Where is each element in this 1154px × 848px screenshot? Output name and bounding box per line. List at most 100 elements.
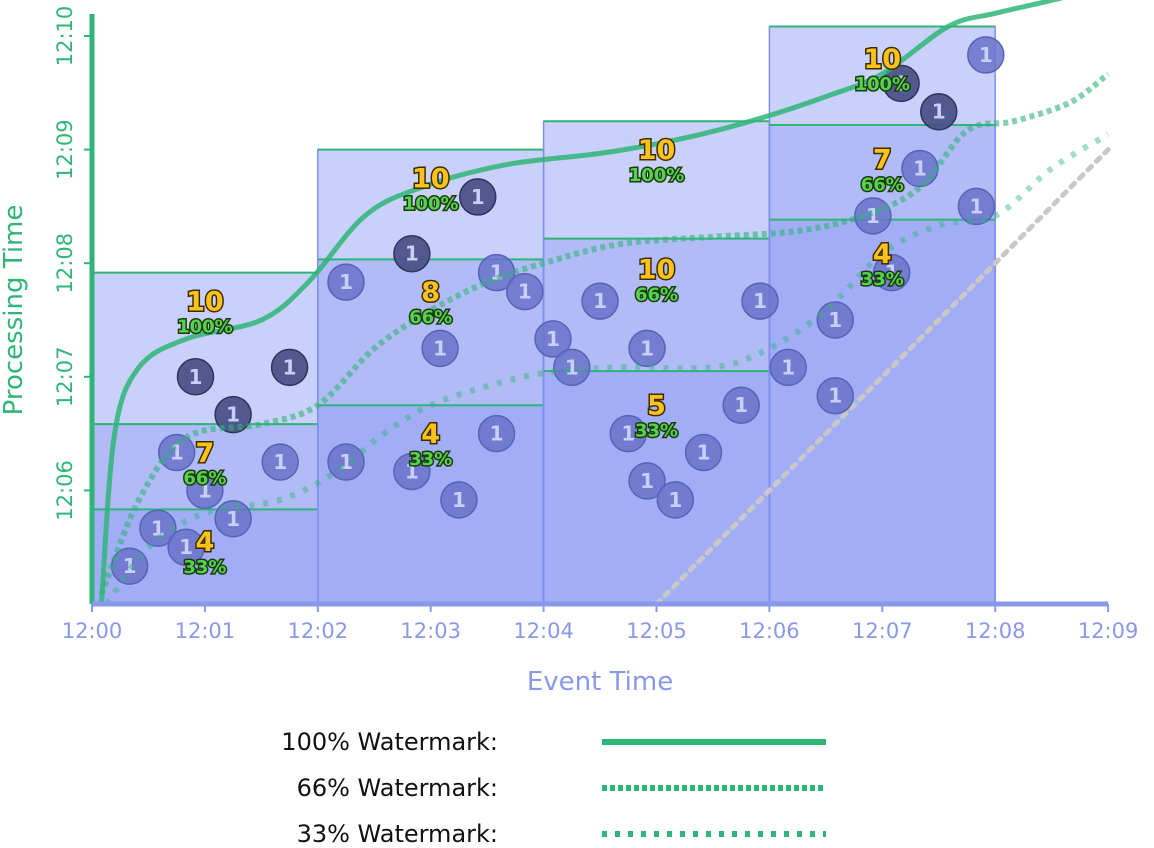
event-badge: 1 [628, 329, 666, 368]
pane-percent-label: 66% [635, 284, 678, 305]
event-value: 1 [189, 365, 203, 389]
y-tick-label: 12:09 [53, 119, 77, 180]
event-value: 1 [471, 185, 485, 209]
event-value: 1 [565, 355, 579, 379]
event-circle [722, 386, 760, 424]
event-circle [656, 481, 695, 519]
pane-percent-label: 100% [177, 317, 233, 338]
pane-percent-label: 33% [861, 269, 904, 290]
event-badge: 1 [393, 452, 431, 491]
event-badge: 1 [882, 64, 920, 103]
x-tick-label: 12:02 [288, 619, 349, 643]
pane-count-label: 10 [186, 287, 224, 318]
event-badge: 1 [214, 500, 252, 538]
y-tick-label: 12:08 [53, 233, 77, 294]
event-badge: 1 [477, 414, 516, 453]
event-value: 1 [668, 488, 682, 512]
watermark-curve-1 [98, 0, 1064, 605]
x-tick-label: 12:03 [400, 619, 461, 643]
event-value: 1 [734, 393, 748, 417]
pane-percent-label: 33% [409, 449, 452, 470]
event-circle [684, 433, 723, 472]
event-circle [628, 329, 666, 368]
legend-label: 33% Watermark: [297, 820, 498, 848]
event-circle [270, 348, 309, 387]
event-badge: 1 [458, 178, 497, 216]
pane-count-label: 10 [412, 163, 450, 194]
event-badge: 1 [553, 348, 591, 387]
event-badge: 1 [327, 263, 365, 301]
event-value: 1 [433, 336, 447, 360]
event-value: 1 [151, 516, 165, 540]
event-circle [609, 414, 648, 453]
event-circle [967, 36, 1005, 74]
event-badge: 1 [656, 481, 695, 519]
pane-count-label: 7 [196, 438, 215, 469]
event-circle [957, 187, 996, 226]
ideal-watermark-line [654, 147, 1111, 607]
event-value: 1 [339, 270, 353, 294]
event-circle [553, 348, 591, 387]
pane-percent-label: 100% [629, 165, 685, 186]
event-value: 1 [452, 488, 466, 512]
event-circle [872, 253, 911, 292]
event-value: 1 [969, 194, 983, 218]
watermark-curve-3 [104, 131, 1110, 606]
pane-window-4-level-1 [768, 25, 996, 605]
event-value: 1 [198, 478, 212, 502]
pane-percent-label: 100% [403, 193, 459, 214]
event-value: 1 [273, 450, 287, 474]
event-value: 1 [283, 355, 297, 379]
x-tick-label: 12:00 [62, 619, 123, 643]
event-badge: 1 [506, 272, 544, 311]
event-value: 1 [226, 403, 240, 427]
event-value: 1 [932, 100, 946, 124]
event-badge: 1 [176, 358, 215, 396]
pane-percent-label: 66% [409, 307, 452, 328]
event-circle [176, 358, 215, 396]
y-tick-label: 12:06 [53, 460, 77, 521]
event-badge: 1 [816, 301, 855, 339]
event-circle [816, 376, 855, 415]
event-value: 1 [640, 336, 654, 360]
legend-label: 66% Watermark: [297, 774, 498, 802]
y-tick-label: 12:10 [53, 6, 77, 67]
event-badge: 1 [139, 509, 177, 548]
event-circle [327, 263, 365, 301]
event-value: 1 [621, 422, 635, 446]
y-axis-title: Processing Time [0, 205, 29, 416]
event-value: 1 [894, 71, 908, 95]
pane-count-label: 8 [421, 277, 440, 308]
event-circle [440, 481, 478, 519]
pane-percent-label: 33% [183, 557, 226, 578]
event-badge: 1 [581, 282, 619, 320]
event-value: 1 [828, 308, 842, 332]
event-badge: 1 [534, 320, 572, 358]
event-circle [628, 462, 666, 500]
y-tick-label: 12:07 [53, 347, 77, 408]
pane-count-label: 10 [638, 135, 676, 166]
event-circle [186, 471, 224, 510]
event-circle [581, 282, 619, 320]
event-badge: 1 [901, 149, 939, 188]
event-circle [458, 178, 497, 216]
event-badge: 1 [967, 36, 1005, 74]
event-badge: 1 [440, 481, 478, 519]
event-value: 1 [593, 289, 607, 313]
legend-label: 100% Watermark: [281, 728, 498, 756]
event-value: 1 [781, 355, 795, 379]
event-circle [393, 234, 431, 273]
event-badge: 1 [920, 92, 958, 131]
event-value: 1 [179, 535, 193, 559]
event-value: 1 [405, 459, 419, 483]
event-badge: 1 [421, 329, 459, 368]
event-circle [477, 414, 516, 453]
event-badge: 1 [872, 253, 911, 292]
event-value: 1 [123, 554, 137, 578]
x-tick-label: 12:06 [739, 619, 800, 643]
x-tick-label: 12:08 [965, 619, 1026, 643]
event-circle [506, 272, 544, 311]
event-value: 1 [979, 43, 993, 67]
pane-count-label: 10 [864, 44, 902, 75]
